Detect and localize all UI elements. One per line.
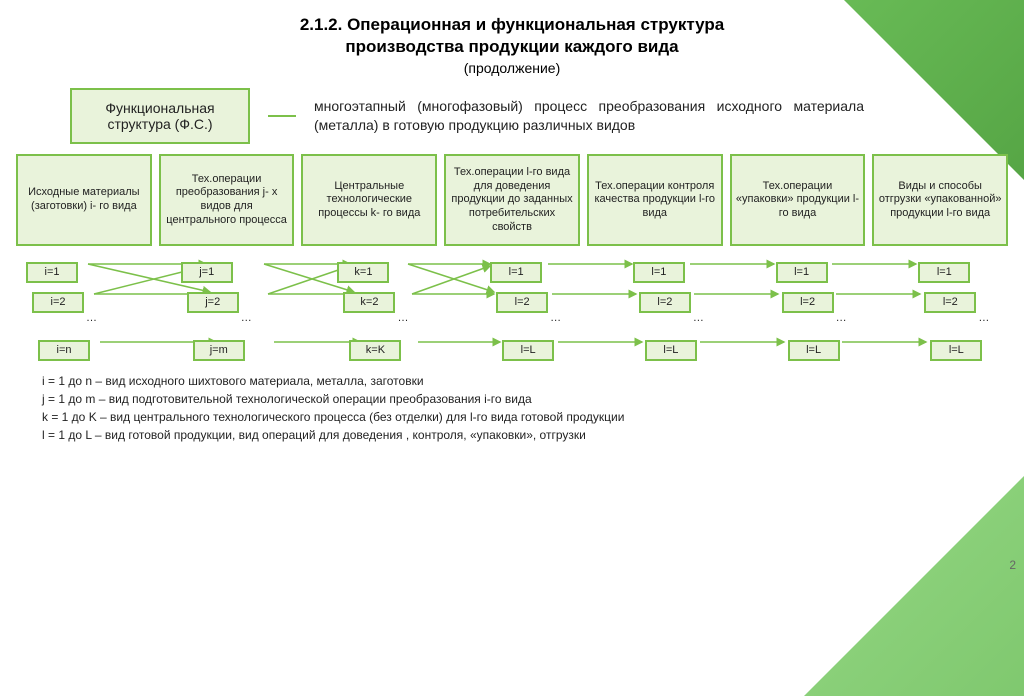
col-box-5: Тех.операции «упаковки» продукции l- го … [730,154,866,246]
fs-box: Функциональная структура (Ф.С.) [70,88,250,144]
idx-2-1: k=2 [343,292,395,313]
idx-3-2: l=L [502,340,554,361]
index-col-2: k=1 k=2 … k=K [301,254,437,366]
idx-5-2: l=L [788,340,840,361]
idx-6-0: l=1 [918,262,970,283]
idx-6-2: l=L [930,340,982,361]
idx-1-2: j=m [193,340,245,361]
indices-row: i=1 i=2 … i=n j=1 j=2 … j=m k=1 k=2 … k=… [0,246,1024,370]
idx-0-dots: … [86,312,97,324]
index-col-6: l=1 l=2 … l=L [872,254,1008,366]
index-col-5: l=1 l=2 … l=L [730,254,866,366]
col-box-4: Тех.операции контроля качества продукции… [587,154,723,246]
idx-3-dots: … [550,312,561,324]
title-sub: (продолжение) [100,60,924,76]
columns-row: Исходные материалы (заготовки) i- го вид… [0,144,1024,246]
col-box-3: Тех.операции l-го вида для доведения про… [444,154,580,246]
idx-0-1: i=2 [32,292,84,313]
idx-4-1: l=2 [639,292,691,313]
col-box-0: Исходные материалы (заготовки) i- го вид… [16,154,152,246]
idx-6-1: l=2 [924,292,976,313]
fs-description: многоэтапный (многофазовый) процесс прео… [314,97,864,135]
index-col-4: l=1 l=2 … l=L [587,254,723,366]
idx-4-0: l=1 [633,262,685,283]
index-col-1: j=1 j=2 … j=m [159,254,295,366]
idx-6-dots: … [978,312,989,324]
idx-3-0: l=1 [490,262,542,283]
col-box-2: Центральные технологические процессы k- … [301,154,437,246]
title-line1: 2.1.2. Операционная и функциональная стр… [100,14,924,36]
idx-5-0: l=1 [776,262,828,283]
idx-5-dots: … [836,312,847,324]
title-line2: производства продукции каждого вида [100,36,924,58]
top-row: Функциональная структура (Ф.С.) многоэта… [0,82,1024,144]
idx-1-1: j=2 [187,292,239,313]
legend-line-1: j = 1 до m – вид подготовительной технол… [42,390,982,408]
page-number: 2 [1009,558,1016,572]
legend-line-0: i = 1 до n – вид исходного шихтового мат… [42,372,982,390]
idx-1-dots: … [241,312,252,324]
idx-4-dots: … [693,312,704,324]
idx-1-0: j=1 [181,262,233,283]
idx-0-0: i=1 [26,262,78,283]
idx-0-2: i=n [38,340,90,361]
index-col-3: l=1 l=2 … l=L [444,254,580,366]
idx-3-1: l=2 [496,292,548,313]
col-box-6: Виды и способы отгрузки «упакованной» пр… [872,154,1008,246]
idx-2-0: k=1 [337,262,389,283]
fs-connector [268,115,296,117]
fs-box-line1: Функциональная [90,100,230,116]
idx-2-2: k=K [349,340,401,361]
fs-box-line2: структура (Ф.С.) [90,116,230,132]
idx-4-2: l=L [645,340,697,361]
idx-5-1: l=2 [782,292,834,313]
legend: i = 1 до n – вид исходного шихтового мат… [0,370,1024,444]
legend-line-2: k = 1 до K – вид центрального технологич… [42,408,982,426]
bg-decor-triangle-bottom [804,416,1024,696]
col-box-1: Тех.операции преобразования j- x видов д… [159,154,295,246]
index-col-0: i=1 i=2 … i=n [16,254,152,366]
legend-line-3: l = 1 до L – вид готовой продукции, вид … [42,426,982,444]
idx-2-dots: … [397,312,408,324]
